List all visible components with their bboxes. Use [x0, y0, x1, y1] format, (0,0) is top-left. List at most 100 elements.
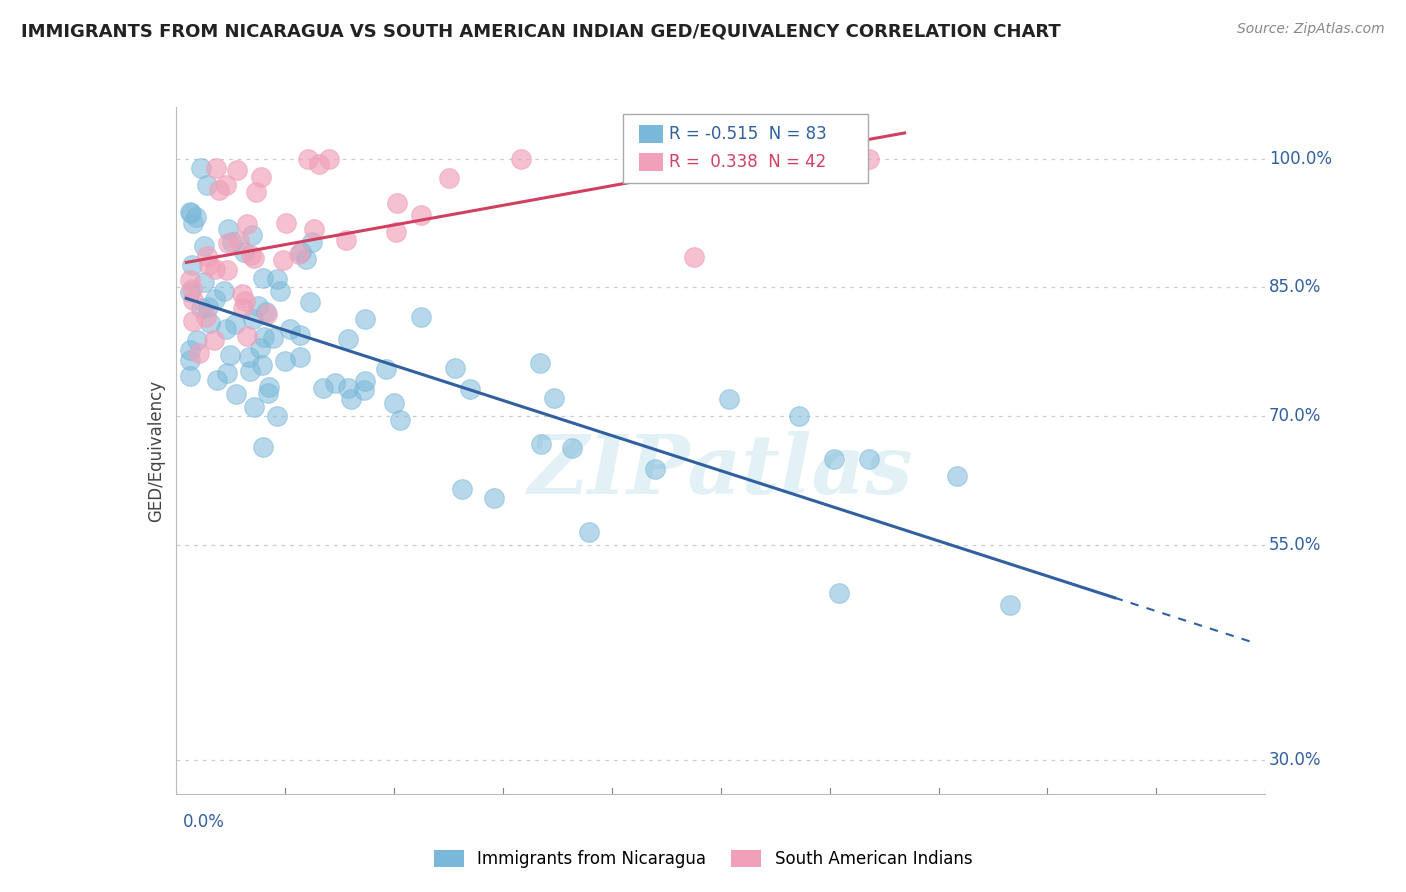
Point: [225, 163, 247, 178]
Point: [288, 350, 311, 364]
Point: [858, 152, 880, 166]
FancyBboxPatch shape: [638, 125, 662, 143]
Point: [288, 247, 311, 261]
Point: [232, 245, 254, 260]
Point: [256, 305, 278, 319]
Point: [828, 586, 851, 600]
Point: [409, 208, 432, 222]
Point: [180, 205, 202, 219]
Point: [858, 452, 880, 467]
Point: [245, 186, 267, 200]
Point: [301, 235, 323, 249]
Point: [509, 152, 531, 166]
Point: [271, 253, 294, 268]
Point: [240, 228, 263, 243]
Point: [205, 373, 228, 387]
Point: [236, 217, 259, 231]
Point: [242, 311, 264, 326]
Point: [202, 333, 225, 347]
Point: [297, 152, 319, 166]
Point: [382, 396, 405, 410]
Point: [411, 310, 433, 325]
FancyBboxPatch shape: [623, 114, 868, 183]
Point: [215, 322, 238, 336]
Point: [274, 216, 297, 230]
Point: [252, 440, 274, 454]
Point: [184, 210, 207, 224]
Point: [385, 196, 408, 211]
Point: [219, 348, 242, 362]
Point: [205, 161, 228, 176]
Point: [197, 300, 219, 314]
Point: [529, 356, 551, 370]
Point: [252, 270, 274, 285]
Point: [243, 251, 266, 265]
Point: [217, 221, 239, 235]
Point: [683, 250, 706, 264]
Point: [247, 299, 270, 313]
Text: R = -0.515  N = 83: R = -0.515 N = 83: [669, 125, 827, 143]
Point: [336, 332, 359, 346]
Point: [337, 381, 360, 395]
Point: [179, 272, 201, 286]
Point: [243, 400, 266, 414]
Point: [224, 317, 246, 331]
Point: [239, 364, 262, 378]
Point: [217, 366, 239, 380]
Point: [253, 330, 276, 344]
Text: R =  0.338  N = 42: R = 0.338 N = 42: [669, 153, 827, 171]
Point: [823, 452, 845, 467]
Point: [228, 234, 250, 248]
Point: [195, 249, 218, 263]
Point: [215, 178, 238, 193]
Point: [458, 382, 481, 396]
Point: [280, 322, 302, 336]
Point: [318, 152, 340, 166]
Text: 0.0%: 0.0%: [183, 814, 225, 831]
Point: [179, 205, 201, 219]
Point: [179, 368, 201, 383]
Point: [204, 262, 226, 277]
Point: [543, 391, 565, 405]
Point: [249, 341, 271, 355]
Point: [236, 329, 259, 343]
Point: [437, 170, 460, 185]
Text: 70.0%: 70.0%: [1268, 407, 1322, 425]
Point: [312, 380, 335, 394]
Point: [193, 239, 215, 253]
Point: [186, 333, 208, 347]
Point: [250, 359, 273, 373]
Point: [718, 392, 741, 406]
Point: [304, 222, 326, 236]
Text: Source: ZipAtlas.com: Source: ZipAtlas.com: [1237, 22, 1385, 37]
Point: [789, 409, 811, 424]
Text: 85.0%: 85.0%: [1268, 278, 1322, 296]
Point: [451, 482, 474, 496]
Point: [256, 307, 278, 321]
Point: [578, 525, 600, 540]
Point: [181, 293, 204, 307]
FancyBboxPatch shape: [638, 153, 662, 171]
Point: [259, 380, 281, 394]
Text: IMMIGRANTS FROM NICARAGUA VS SOUTH AMERICAN INDIAN GED/EQUIVALENCY CORRELATION C: IMMIGRANTS FROM NICARAGUA VS SOUTH AMERI…: [21, 22, 1062, 40]
Point: [353, 384, 375, 398]
Point: [354, 375, 377, 389]
Point: [444, 360, 467, 375]
Point: [204, 292, 226, 306]
Point: [195, 178, 218, 193]
Point: [198, 258, 221, 272]
Y-axis label: GED/Equivalency: GED/Equivalency: [146, 379, 165, 522]
Point: [181, 282, 204, 296]
Point: [179, 352, 201, 367]
Point: [208, 183, 231, 197]
Point: [193, 275, 215, 289]
Point: [295, 252, 318, 266]
Point: [181, 314, 204, 328]
Point: [217, 235, 239, 250]
Point: [335, 233, 357, 247]
Point: [181, 258, 204, 272]
Point: [530, 437, 553, 451]
Point: [190, 301, 212, 315]
Point: [644, 462, 666, 476]
Point: [238, 350, 260, 364]
